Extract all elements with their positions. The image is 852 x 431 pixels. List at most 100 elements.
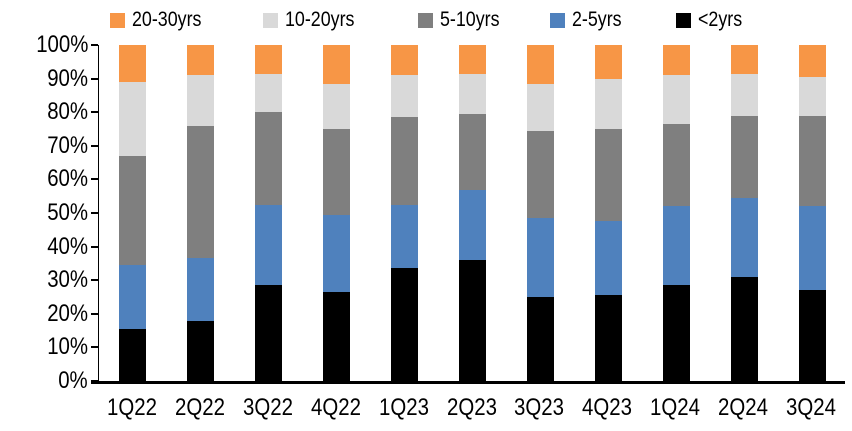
tick-mark — [91, 312, 98, 315]
bar-segment-10-20yrs — [798, 76, 826, 116]
bar-segment-2yrs — [798, 290, 826, 381]
y-tick-label: 20% — [47, 299, 88, 327]
y-tick-label: 40% — [47, 232, 88, 260]
bar-segment-5-10yrs — [798, 115, 826, 207]
x-cat-label: 4Q23 — [582, 394, 633, 421]
bar-segment-2yrs — [255, 285, 283, 381]
legend-item-2yrs: <2yrs — [676, 8, 750, 31]
bar-segment-2yrs — [187, 320, 215, 381]
bar-segment-5-10yrs — [730, 115, 758, 198]
x-cat-label: 4Q22 — [310, 394, 361, 421]
bar-segment-10-20yrs — [187, 75, 215, 126]
tick-mark — [91, 178, 98, 181]
bar-segment-10-20yrs — [526, 83, 554, 131]
x-axis-line — [91, 381, 845, 384]
bar-3q24 — [798, 45, 826, 381]
y-tick-label: 60% — [47, 165, 88, 193]
bar-segment-20-30yrs — [255, 45, 283, 74]
bar-segment-2-5yrs — [255, 204, 283, 286]
bar-segment-2-5yrs — [391, 204, 419, 269]
tick-mark — [91, 279, 98, 282]
bar-segment-5-10yrs — [255, 112, 283, 205]
bar-2q24 — [730, 45, 758, 381]
tick-mark — [91, 245, 98, 248]
y-tick-label: 0% — [58, 367, 88, 394]
bar-segment-2-5yrs — [526, 218, 554, 297]
bar-segment-10-20yrs — [730, 73, 758, 116]
bar-2q23 — [459, 45, 486, 381]
y-tick-label: 70% — [47, 131, 88, 159]
bar-4q23 — [594, 45, 622, 381]
tick-mark — [91, 111, 98, 114]
legend-item-20-30yrs: 20-30yrs — [110, 9, 214, 30]
x-cat-label: 2Q23 — [446, 394, 497, 421]
legend-label: 10-20yrs — [285, 8, 355, 31]
bar-segment-20-30yrs — [526, 45, 554, 84]
bar-segment-5-10yrs — [459, 113, 486, 190]
bar-1q22 — [119, 45, 147, 381]
tick-mark — [91, 144, 98, 147]
y-axis-labels: 0% 10% 20% 30% 40% 50% 60% 70% 80% 90% 100% — [0, 0, 88, 431]
x-cat-label: 3Q22 — [242, 394, 293, 421]
bar-segment-5-10yrs — [526, 130, 554, 219]
tick-mark — [91, 212, 98, 214]
tick-mark — [91, 346, 98, 349]
legend-swatch-2-5yrs-icon — [550, 12, 565, 28]
bar-segment-2-5yrs — [187, 258, 215, 321]
legend-item-5-10yrs: 5-10yrs — [418, 8, 510, 31]
bar-2q22 — [187, 45, 215, 381]
y-tick-label: 10% — [47, 333, 88, 361]
bar-segment-20-30yrs — [323, 45, 351, 84]
bar-segment-20-30yrs — [594, 45, 622, 79]
bar-segment-2yrs — [119, 328, 147, 381]
legend-swatch-2yrs-icon — [676, 12, 691, 28]
bar-3q23 — [526, 45, 554, 381]
legend-label: <2yrs — [698, 8, 743, 31]
bar-segment-2yrs — [391, 268, 419, 381]
y-tick-label: 100% — [35, 31, 88, 58]
tick-mark — [91, 77, 98, 80]
bar-segment-5-10yrs — [594, 129, 622, 222]
y-tick-label: 80% — [47, 98, 88, 126]
bar-segment-5-10yrs — [323, 129, 351, 215]
legend-item-10-20yrs: 10-20yrs — [263, 8, 367, 31]
bar-segment-20-30yrs — [459, 45, 486, 74]
bar-segment-20-30yrs — [730, 45, 758, 74]
x-axis-labels: 1Q22 2Q22 3Q22 4Q22 1Q23 2Q23 3Q23 4Q23 1Q24 2Q24… — [98, 394, 845, 426]
bar-segment-2-5yrs — [119, 265, 147, 329]
bar-segment-10-20yrs — [323, 83, 351, 130]
bar-segment-2-5yrs — [594, 221, 622, 296]
bar-segment-20-30yrs — [798, 45, 826, 77]
bar-segment-10-20yrs — [662, 75, 690, 124]
tick-mark — [91, 44, 98, 46]
plot-area — [98, 45, 846, 381]
bar-segment-20-30yrs — [391, 45, 419, 76]
legend-item-2-5yrs: 2-5yrs — [550, 9, 630, 30]
tick-mark — [91, 380, 98, 382]
bar-segment-2yrs — [662, 285, 690, 381]
bar-segment-5-10yrs — [662, 123, 690, 207]
bar-segment-10-20yrs — [594, 78, 622, 130]
x-cat-label: 1Q23 — [378, 394, 429, 421]
legend-swatch-20-30yrs-icon — [110, 12, 125, 28]
y-tick-label: 50% — [47, 199, 88, 226]
x-cat-label: 1Q24 — [650, 394, 701, 421]
chart-legend: 20-30yrs 10-20yrs 5-10yrs 2-5yrs <2yrs — [0, 0, 852, 36]
bar-segment-5-10yrs — [119, 155, 147, 266]
bar-segment-2-5yrs — [798, 206, 826, 291]
y-tick-label: 30% — [47, 266, 88, 294]
x-cat-label: 2Q22 — [174, 394, 225, 421]
bar-segment-10-20yrs — [255, 73, 283, 113]
bar-3q22 — [255, 45, 283, 381]
bar-segment-20-30yrs — [187, 45, 215, 76]
bar-segment-20-30yrs — [662, 45, 690, 76]
bar-1q23 — [391, 45, 419, 381]
bar-segment-10-20yrs — [119, 82, 147, 156]
bar-segment-2-5yrs — [662, 206, 690, 286]
bar-segment-20-30yrs — [119, 45, 147, 82]
bar-segment-5-10yrs — [391, 117, 419, 205]
y-tick-label: 90% — [47, 64, 88, 92]
bar-segment-2yrs — [526, 297, 554, 381]
bar-segment-10-20yrs — [459, 73, 486, 114]
legend-label: 5-10yrs — [440, 8, 500, 31]
